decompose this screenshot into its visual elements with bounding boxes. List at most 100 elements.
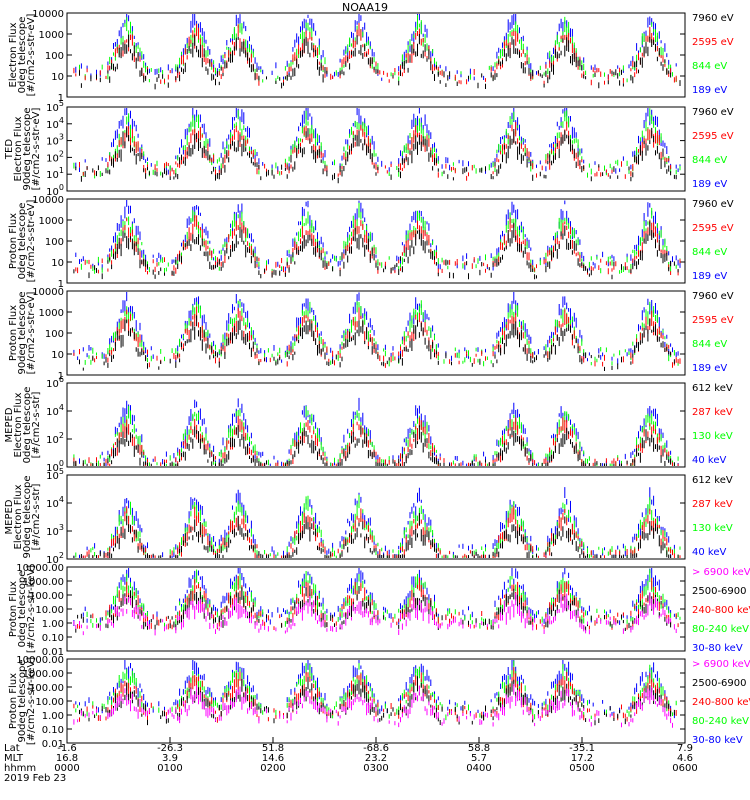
legend-entry: 2595 eV: [692, 131, 734, 142]
y-tick-label: 1: [58, 279, 64, 290]
y-tick-label: 1: [58, 93, 64, 104]
y-tick-label: 105: [46, 99, 64, 114]
panels: 1 10 100 1000 10000 Electron Flux 0deg telesco…: [4, 9, 750, 750]
series-marks: [73, 660, 677, 728]
y-axis-label: Electron Flux: [13, 116, 24, 181]
x-tick-label-mlt: 5.7: [471, 753, 487, 764]
series-trace: [73, 684, 673, 728]
series-trace: [80, 202, 681, 274]
y-tick-label: 100: [45, 51, 64, 62]
y-tick-label: 1000: [39, 30, 64, 41]
y-tick-label: 100.00: [29, 683, 64, 694]
y-tick-label: 0.01: [42, 647, 64, 658]
y-tick-label: 100: [45, 329, 64, 340]
legend-entry: > 6900 keV: [692, 659, 750, 670]
y-tick-label: 106: [46, 375, 64, 390]
legend-entry: 612 keV: [692, 383, 733, 394]
legend-entry: 844 eV: [692, 339, 727, 350]
y-tick-label: 1000: [39, 216, 64, 227]
x-tick-label-mlt: 17.2: [571, 753, 593, 764]
legend-entry: 189 eV: [692, 85, 727, 96]
legend-entry: 189 eV: [692, 363, 727, 374]
y-axis-label: 0deg telescope: [17, 203, 28, 280]
series-marks: [73, 108, 681, 184]
x-tick-label-hhmm: 0500: [569, 763, 594, 774]
x-tick-label-lat: 58.8: [468, 743, 490, 754]
series-marks: [73, 568, 681, 636]
panel-frame: [66, 198, 686, 284]
panel-meped-p0: 0.01 0.10 1.00 10.00 100.00 1000.00 10000.00 Pr…: [8, 563, 750, 658]
series-trace: [75, 494, 681, 558]
legend-entry: 7960 eV: [692, 199, 734, 210]
y-axis-label: MEPED: [4, 407, 15, 442]
y-tick-label: 105: [46, 467, 64, 482]
y-tick-label: 10: [51, 258, 64, 269]
y-tick-label: 1.00: [42, 619, 64, 630]
series-trace: [73, 592, 677, 636]
panel-frame: [66, 382, 686, 468]
y-axis-label: [#/cm2-s-str]: [31, 483, 42, 550]
legend-entry: 40 keV: [692, 455, 726, 466]
y-axis-label: [#/cm2-s-str]: [31, 391, 42, 458]
y-axis-label: [#/cm2-s-str-eV]: [26, 14, 37, 97]
series-trace: [73, 568, 677, 626]
y-tick-label: 10000: [32, 9, 64, 20]
x-tick-label-hhmm: 0600: [672, 763, 697, 774]
series-trace: [79, 676, 675, 726]
x-tick-label-mlt: 23.2: [365, 753, 387, 764]
y-tick-label: 0.10: [42, 633, 64, 644]
series-marks: [73, 397, 679, 466]
panel-frame: [66, 290, 686, 376]
y-tick-label: 100.00: [29, 591, 64, 602]
legend-entry: 287 keV: [692, 499, 733, 510]
legend-entry: 130 keV: [692, 431, 733, 442]
series-trace: [75, 660, 675, 719]
series-marks: [73, 200, 681, 280]
x-tick-label-lat: 51.8: [262, 743, 284, 754]
legend-entry: 2595 eV: [692, 315, 734, 326]
series-marks: [73, 14, 681, 90]
x-tick-label-hhmm: 0000: [54, 763, 79, 774]
legend-entry: 7960 eV: [692, 291, 734, 302]
series-trace: [84, 300, 679, 367]
y-axis-label: [#/cm2-s-str-eV]: [26, 200, 37, 283]
legend-entry: > 6900 keV: [692, 567, 750, 578]
x-tick-label-lat: -26.3: [157, 743, 183, 754]
y-tick-label: 10: [51, 72, 64, 83]
x-tick-label-hhmm: 0300: [363, 763, 388, 774]
x-tick-label-hhmm: 0200: [260, 763, 285, 774]
panel-meped-p90: 0.01 0.10 1.00 10.00 100.00 1000.00 10000.00 Pr…: [8, 655, 750, 750]
legend-entry: 80-240 keV: [692, 624, 749, 635]
y-axis-label: Electron Flux: [13, 392, 24, 457]
legend-entry: 2595 eV: [692, 223, 734, 234]
legend-entry: 189 eV: [692, 179, 727, 190]
series-trace: [73, 221, 679, 280]
x-tick-label-lat: -68.6: [363, 743, 389, 754]
y-axis-label: [#/cm2-s-str-eV]: [31, 108, 42, 191]
legend-entry: 240-800 keV: [692, 697, 750, 708]
y-axis-label: 0deg telescope: [17, 571, 28, 648]
legend-entry: 612 keV: [692, 475, 733, 486]
y-axis-label: MEPED: [4, 499, 15, 534]
legend-entry: 130 keV: [692, 523, 733, 534]
legend-entry: 7960 eV: [692, 107, 734, 118]
y-axis-label: Electron Flux: [13, 484, 24, 549]
y-tick-label: 103: [46, 133, 64, 148]
legend-entry: 30-80 keV: [692, 643, 743, 654]
y-axis-label: Proton Flux: [8, 213, 19, 269]
y-tick-label: 1: [58, 371, 64, 382]
y-tick-label: 0.01: [42, 739, 64, 750]
y-axis-label: 90deg telescope: [22, 107, 33, 190]
x-row-label: hhmm: [4, 763, 36, 774]
panel-frame: [66, 106, 686, 192]
legend-entry: 844 eV: [692, 247, 727, 258]
legend-entry: 30-80 keV: [692, 735, 743, 746]
panel-frame: [66, 658, 686, 744]
legend-entry: 189 eV: [692, 271, 727, 282]
